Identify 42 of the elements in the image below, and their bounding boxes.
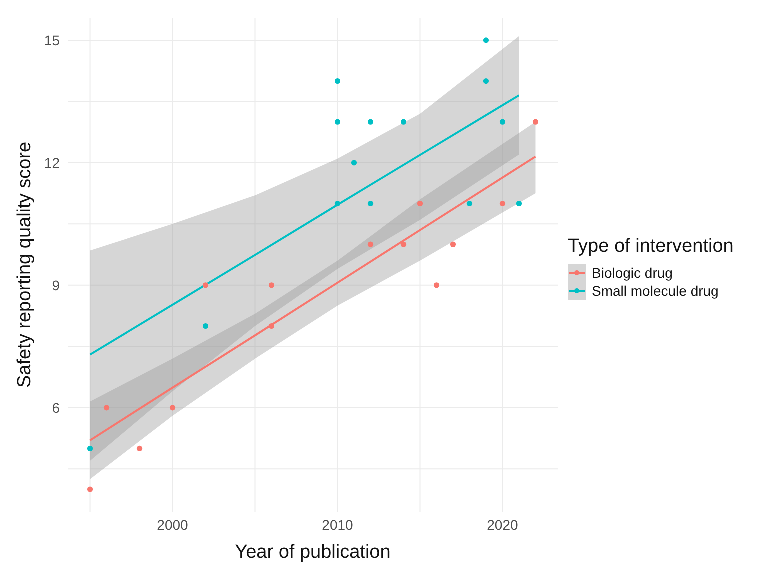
point bbox=[202, 282, 209, 288]
x-axis-title: Year of publication bbox=[235, 542, 391, 563]
point bbox=[516, 200, 522, 207]
point bbox=[450, 242, 456, 248]
point bbox=[434, 282, 440, 288]
point bbox=[500, 119, 506, 125]
point bbox=[334, 78, 341, 84]
point bbox=[466, 200, 473, 207]
point bbox=[136, 446, 143, 452]
legend-label: Biologic drug bbox=[591, 264, 674, 282]
point bbox=[368, 200, 374, 207]
point bbox=[170, 405, 176, 411]
point bbox=[400, 119, 407, 125]
point bbox=[268, 323, 275, 330]
point bbox=[532, 119, 539, 125]
point bbox=[87, 446, 94, 452]
point bbox=[351, 160, 358, 166]
x-tick-label: 2000 bbox=[157, 516, 189, 533]
point bbox=[483, 78, 490, 84]
y-tick-label: 6 bbox=[52, 400, 60, 416]
point bbox=[334, 200, 341, 207]
y-axis-title: Safety reporting quality score bbox=[14, 142, 36, 388]
point bbox=[483, 38, 490, 44]
point bbox=[417, 200, 424, 207]
point bbox=[104, 405, 110, 411]
legend-title: Type of intervention bbox=[568, 236, 734, 258]
y-tick-label: 9 bbox=[52, 277, 60, 294]
point bbox=[368, 242, 374, 248]
point bbox=[334, 119, 341, 125]
x-tick-label: 2020 bbox=[487, 516, 519, 533]
point bbox=[368, 119, 374, 125]
point bbox=[500, 200, 506, 207]
line-series bbox=[89, 94, 520, 356]
point bbox=[87, 486, 94, 492]
point bbox=[268, 282, 275, 288]
y-tick-label: 12 bbox=[44, 154, 60, 171]
y-tick-label: 15 bbox=[44, 32, 60, 48]
line-series bbox=[89, 156, 537, 442]
point bbox=[400, 242, 407, 248]
point bbox=[202, 323, 209, 330]
legend-label: Small molecule drug bbox=[591, 282, 720, 300]
x-tick-label: 2010 bbox=[322, 516, 354, 533]
